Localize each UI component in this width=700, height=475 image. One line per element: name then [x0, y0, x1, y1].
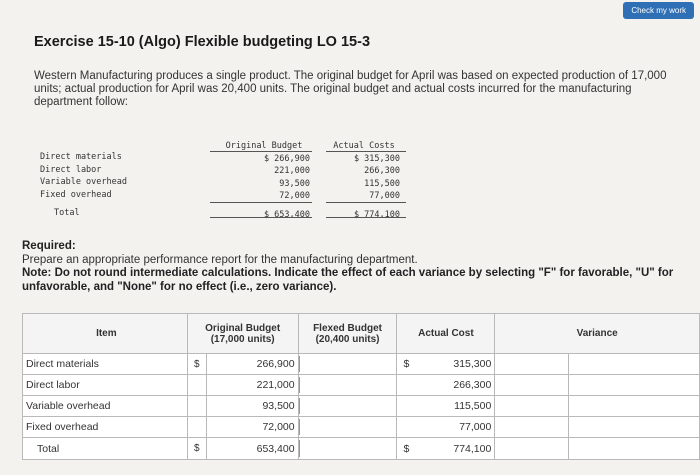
variance-amount-input[interactable] [494, 353, 570, 375]
original-budget-value: 221,000 [205, 374, 299, 396]
total-rule [210, 202, 312, 203]
given-original-column: Original Budget $ 266,900 221,000 93,500… [218, 140, 310, 221]
header-underline [210, 151, 312, 152]
variance-effect-select[interactable] [568, 374, 700, 396]
table-row: Fixed overhead 72,000 77,000 [22, 416, 700, 438]
variance-amount-input[interactable] [494, 395, 570, 417]
given-value: 115,500 [364, 178, 400, 189]
performance-report-table: Item Original Budget (17,000 units) Flex… [22, 313, 700, 460]
actual-cost-value: 266,300 [396, 374, 496, 396]
original-budget-value: 266,900 [205, 353, 299, 375]
given-value: 93,500 [279, 178, 310, 189]
given-actual-column: Actual Costs $ 315,300 266,300 115,500 7… [328, 140, 400, 221]
check-my-work-button[interactable]: Check my work [623, 2, 694, 19]
variance-amount-input[interactable] [494, 416, 570, 438]
given-value: $ 315,300 [353, 153, 400, 164]
variance-effect-select[interactable] [568, 353, 700, 375]
flexed-budget-input[interactable] [297, 353, 398, 375]
variance-amount-input[interactable] [494, 437, 570, 460]
variance-effect-select[interactable] [568, 416, 700, 438]
actual-cost-amount: 774,100 [453, 442, 492, 455]
row-item-label: Fixed overhead [22, 416, 188, 438]
flexed-budget-input[interactable] [297, 374, 398, 396]
total-rule [326, 202, 406, 203]
original-budget-value: 72,000 [205, 416, 299, 438]
given-original-header: Original Budget [225, 141, 303, 151]
original-budget-value: 653,400 [205, 437, 299, 460]
row-item-label: Variable overhead [22, 395, 188, 417]
actual-cost-value: $774,100 [396, 437, 496, 460]
given-actual-total: $ 774,100 [353, 209, 400, 220]
actual-cost-value: 77,000 [396, 416, 496, 438]
given-cost-labels: Direct materials Direct labor Variable o… [40, 151, 127, 220]
given-value: 77,000 [369, 191, 400, 201]
currency-symbol: $ [403, 442, 410, 455]
problem-intro: Western Manufacturing produces a single … [34, 70, 667, 108]
header-actual: Actual Cost [396, 313, 496, 354]
actual-cost-amount: 266,300 [453, 379, 492, 391]
currency-symbol [186, 395, 207, 417]
table-header-row: Item Original Budget (17,000 units) Flex… [22, 313, 700, 354]
row-item-label: Direct materials [22, 353, 188, 375]
given-label: Variable overhead [40, 177, 127, 187]
variance-effect-select[interactable] [568, 395, 700, 417]
actual-cost-value: $315,300 [396, 353, 496, 375]
header-item: Item [22, 313, 188, 354]
given-total-label: Total [54, 208, 80, 218]
double-rule [210, 217, 312, 220]
given-value: 221,000 [274, 166, 310, 176]
exercise-title: Exercise 15-10 (Algo) Flexible budgeting… [34, 34, 371, 50]
header-underline [326, 151, 406, 152]
given-value: 266,300 [364, 166, 400, 176]
currency-symbol [186, 416, 207, 438]
given-label: Direct labor [40, 164, 102, 175]
actual-cost-amount: 315,300 [453, 358, 492, 370]
given-value: 72,000 [279, 191, 310, 201]
required-text: Prepare an appropriate performance repor… [22, 253, 418, 266]
given-original-total: $ 653,400 [263, 209, 310, 220]
given-label: Fixed overhead [40, 189, 112, 200]
variance-amount-input[interactable] [494, 374, 570, 396]
actual-cost-amount: 115,500 [454, 400, 492, 412]
given-value: $ 266,900 [263, 153, 310, 164]
table-row: Direct labor 221,000 266,300 [22, 374, 700, 396]
given-actual-header: Actual Costs [333, 141, 395, 151]
flexed-budget-input[interactable] [297, 395, 398, 417]
table-row: Variable overhead 93,500 115,500 [22, 395, 700, 417]
table-row: Direct materials $ 266,900 $315,300 [22, 353, 700, 375]
header-flexed: Flexed Budget (20,400 units) [297, 313, 398, 354]
currency-symbol: $ [403, 358, 410, 370]
header-original: Original Budget (17,000 units) [186, 313, 299, 354]
actual-cost-amount: 77,000 [459, 421, 492, 433]
currency-symbol [186, 374, 207, 396]
required-section: Required: Prepare an appropriate perform… [22, 240, 700, 294]
required-heading: Required: [22, 240, 76, 252]
required-note: Note: Do not round intermediate calculat… [22, 267, 674, 293]
table-row-total: Total $ 653,400 $774,100 [22, 437, 700, 460]
variance-effect-select[interactable] [568, 437, 700, 460]
currency-symbol: $ [186, 353, 207, 375]
row-item-label: Direct labor [22, 374, 188, 396]
original-budget-value: 93,500 [205, 395, 299, 417]
given-label: Direct materials [40, 152, 122, 162]
flexed-budget-input[interactable] [297, 437, 398, 460]
double-rule [326, 217, 406, 220]
currency-symbol: $ [186, 437, 207, 460]
row-item-label: Total [22, 437, 188, 460]
header-variance: Variance [494, 313, 700, 354]
actual-cost-value: 115,500 [396, 395, 496, 417]
flexed-budget-input[interactable] [297, 416, 398, 438]
